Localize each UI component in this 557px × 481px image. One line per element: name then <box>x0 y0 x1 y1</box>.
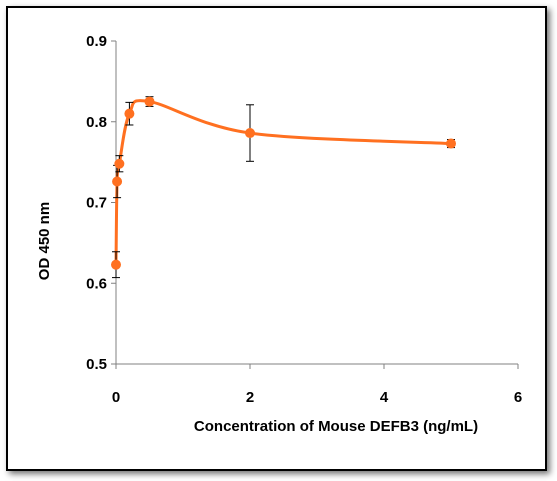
data-point <box>144 96 155 107</box>
y-tick-label: 0.7 <box>86 195 107 212</box>
data-point <box>245 128 255 139</box>
data-point <box>124 108 135 119</box>
x-tick-label: 2 <box>246 389 254 406</box>
data-point <box>111 259 121 270</box>
series-line <box>114 99 452 265</box>
data-point <box>114 158 125 169</box>
data-point <box>112 176 123 187</box>
x-tick-label: 6 <box>514 389 522 406</box>
data-point <box>446 138 456 149</box>
y-tick-label: 0.9 <box>86 33 107 50</box>
y-tick-label: 0.8 <box>86 114 107 131</box>
x-tick-label: 4 <box>380 389 389 406</box>
y-tick-label: 0.5 <box>86 356 107 373</box>
axes: 0.5 0.6 0.7 0.8 0.9 0 2 4 6 <box>86 33 522 406</box>
y-axis-title: OD 450 nm <box>36 202 53 280</box>
chart-marks <box>111 96 456 279</box>
x-tick-label: 0 <box>112 389 120 406</box>
chart-frame <box>6 6 547 471</box>
x-axis-title: Concentration of Mouse DEFB3 (ng/mL) <box>194 418 478 435</box>
y-tick-label: 0.6 <box>86 275 107 292</box>
